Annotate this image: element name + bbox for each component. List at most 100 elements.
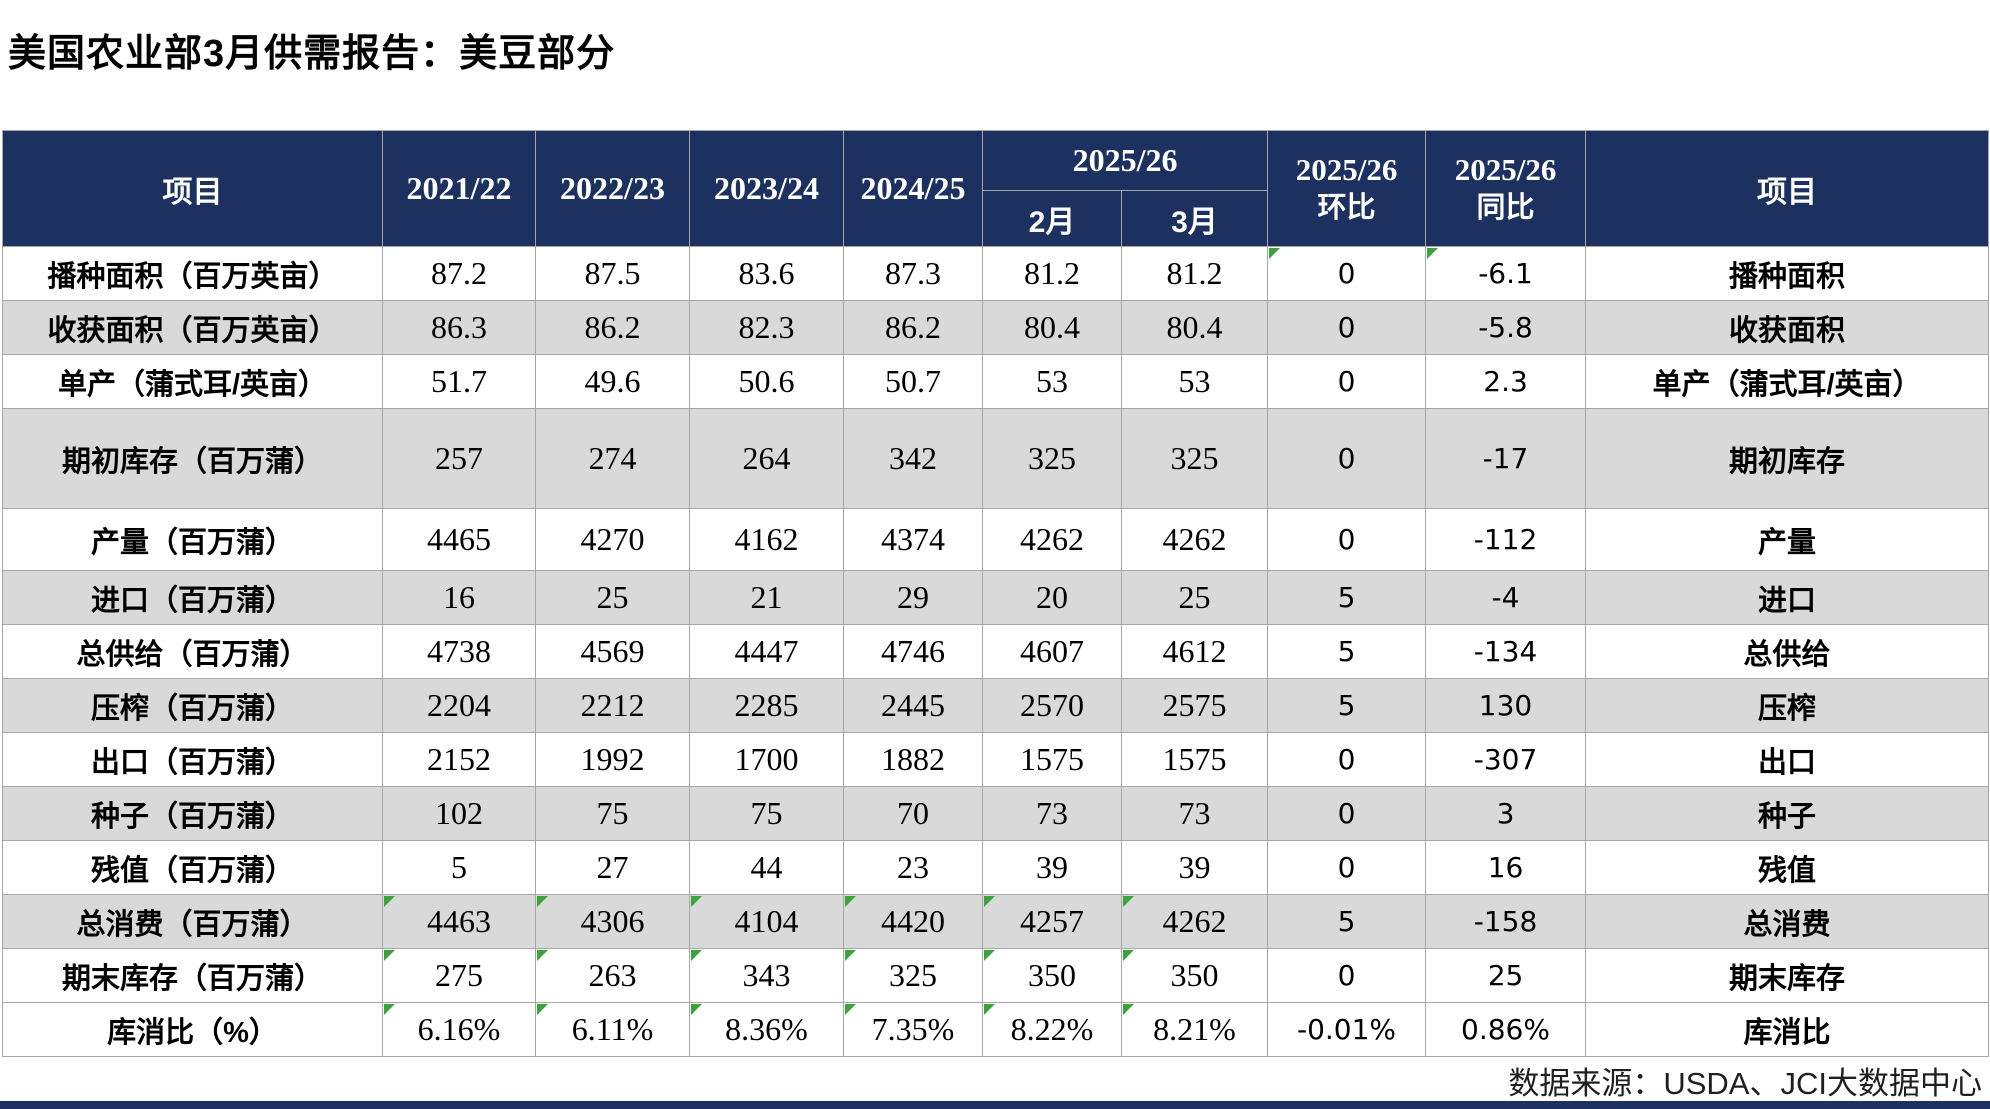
value-cell: 2204 — [382, 678, 536, 733]
header-item-left: 项目 — [2, 130, 383, 247]
row-label: 总消费（百万蒲） — [2, 894, 383, 949]
value-cell: 4463 — [382, 894, 536, 949]
yoy-cell: 16 — [1425, 840, 1587, 895]
value-cell: 49.6 — [535, 354, 690, 409]
value-cell: 80.4 — [1120, 300, 1269, 355]
value-cell: 4420 — [843, 894, 983, 949]
mom-cell: 5 — [1267, 570, 1427, 625]
value-cell: 4306 — [535, 894, 690, 949]
value-cell: 86.2 — [535, 300, 690, 355]
value-cell: 73 — [982, 786, 1122, 841]
row-label-right: 产量 — [1585, 508, 1990, 571]
table-row: 期初库存（百万蒲） 257 274 264 342 325 325 0 -17 期初库存 — [2, 408, 1990, 509]
supply-demand-table: 项目 2021/22 2022/23 2023/24 2024/25 2025/… — [2, 130, 1990, 1057]
yoy-cell: -112 — [1425, 508, 1587, 571]
header-month-mar: 3月 — [1120, 190, 1269, 247]
header-item-right: 项目 — [1585, 130, 1990, 247]
header-mom: 2025/26 环比 — [1267, 130, 1427, 247]
mom-cell: 0 — [1267, 354, 1427, 409]
table-row: 收获面积（百万英亩） 86.3 86.2 82.3 86.2 80.4 80.4 0 -5.8 收… — [2, 300, 1990, 355]
value-cell: 39 — [982, 840, 1122, 895]
row-label: 残值（百万蒲） — [2, 840, 383, 895]
value-cell: 350 — [1120, 948, 1269, 1003]
value-cell: 44 — [689, 840, 844, 895]
yoy-cell: -307 — [1425, 732, 1587, 787]
table-row: 压榨（百万蒲） 2204 2212 2285 2445 2570 2575 5 130 压榨 — [2, 678, 1990, 733]
value-cell: 6.11% — [535, 1002, 690, 1057]
mom-cell: 0 — [1267, 246, 1427, 301]
value-cell: 102 — [382, 786, 536, 841]
row-label: 播种面积（百万英亩） — [2, 246, 383, 301]
value-cell: 21 — [689, 570, 844, 625]
value-cell: 2575 — [1120, 678, 1269, 733]
value-cell: 4612 — [1120, 624, 1269, 679]
value-cell: 4746 — [843, 624, 983, 679]
value-cell: 50.7 — [843, 354, 983, 409]
value-cell: 257 — [382, 408, 536, 509]
row-label-right: 压榨 — [1585, 678, 1990, 733]
mom-cell: 0 — [1267, 948, 1427, 1003]
yoy-cell: -158 — [1425, 894, 1587, 949]
value-cell: 4257 — [982, 894, 1122, 949]
value-cell: 343 — [689, 948, 844, 1003]
value-cell: 4162 — [689, 508, 844, 571]
value-cell: 81.2 — [982, 246, 1122, 301]
value-cell: 2285 — [689, 678, 844, 733]
mom-cell: 5 — [1267, 894, 1427, 949]
value-cell: 86.3 — [382, 300, 536, 355]
mom-cell: 0 — [1267, 840, 1427, 895]
value-cell: 263 — [535, 948, 690, 1003]
row-label-right: 出口 — [1585, 732, 1990, 787]
yoy-cell: -134 — [1425, 624, 1587, 679]
value-cell: 39 — [1120, 840, 1269, 895]
bottom-accent-bar — [0, 1101, 1990, 1109]
row-label-right: 残值 — [1585, 840, 1990, 895]
value-cell: 73 — [1120, 786, 1269, 841]
header-yoy: 2025/26 同比 — [1425, 130, 1587, 247]
value-cell: 16 — [382, 570, 536, 625]
value-cell: 75 — [535, 786, 690, 841]
value-cell: 82.3 — [689, 300, 844, 355]
yoy-cell: -6.1 — [1425, 246, 1587, 301]
row-label: 库消比（%） — [2, 1002, 383, 1057]
value-cell: 27 — [535, 840, 690, 895]
value-cell: 5 — [382, 840, 536, 895]
header-year-2023-24: 2023/24 — [689, 130, 844, 247]
yoy-cell: 25 — [1425, 948, 1587, 1003]
row-label: 期初库存（百万蒲） — [2, 408, 383, 509]
value-cell: 2445 — [843, 678, 983, 733]
mom-cell: 0 — [1267, 300, 1427, 355]
value-cell: 4374 — [843, 508, 983, 571]
value-cell: 275 — [382, 948, 536, 1003]
page-title: 美国农业部3月供需报告：美豆部分 — [8, 33, 616, 75]
header-mom-year: 2025/26 — [1295, 152, 1398, 187]
yoy-cell: -17 — [1425, 408, 1587, 509]
value-cell: 264 — [689, 408, 844, 509]
value-cell: 1575 — [982, 732, 1122, 787]
value-cell: 80.4 — [982, 300, 1122, 355]
value-cell: 4569 — [535, 624, 690, 679]
header-month-feb: 2月 — [982, 190, 1122, 247]
header-year-2024-25: 2024/25 — [843, 130, 983, 247]
value-cell: 2212 — [535, 678, 690, 733]
value-cell: 87.5 — [535, 246, 690, 301]
value-cell: 1882 — [843, 732, 983, 787]
table-body: 播种面积（百万英亩） 87.2 87.5 83.6 87.3 81.2 81.2 0 -6.1 播… — [2, 246, 1990, 1057]
value-cell: 325 — [1120, 408, 1269, 509]
row-label-right: 收获面积 — [1585, 300, 1990, 355]
value-cell: 4607 — [982, 624, 1122, 679]
value-cell: 4738 — [382, 624, 536, 679]
mom-cell: 5 — [1267, 678, 1427, 733]
header-yoy-year: 2025/26 — [1454, 152, 1557, 187]
row-label-right: 播种面积 — [1585, 246, 1990, 301]
value-cell: 1700 — [689, 732, 844, 787]
yoy-cell: 3 — [1425, 786, 1587, 841]
table-row: 播种面积（百万英亩） 87.2 87.5 83.6 87.3 81.2 81.2 0 -6.1 播… — [2, 246, 1990, 301]
row-label-right: 单产（蒲式耳/英亩） — [1585, 354, 1990, 409]
row-label: 总供给（百万蒲） — [2, 624, 383, 679]
value-cell: 87.3 — [843, 246, 983, 301]
row-label: 压榨（百万蒲） — [2, 678, 383, 733]
header-year-2022-23: 2022/23 — [535, 130, 690, 247]
value-cell: 8.22% — [982, 1002, 1122, 1057]
table-row: 种子（百万蒲） 102 75 75 70 73 73 0 3 种子 — [2, 786, 1990, 841]
